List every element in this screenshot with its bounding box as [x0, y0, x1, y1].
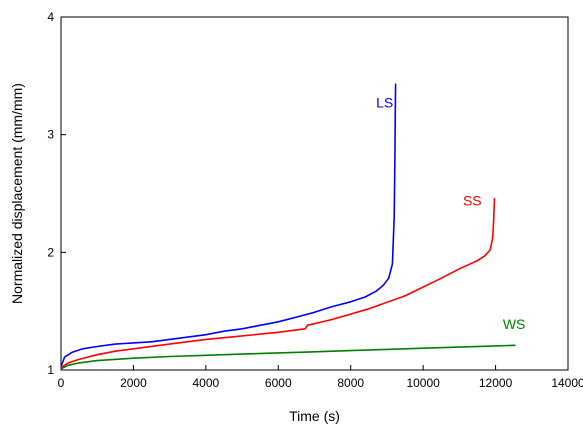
plot-area	[60, 16, 569, 371]
x-axis: 0 2000 4000 6000 8000 10000 12000 14000	[58, 365, 583, 390]
y-axis: 1 2 3 4	[47, 10, 66, 377]
y-tick-label: 3	[47, 128, 54, 142]
series-line-ss	[60, 198, 496, 369]
series-label-ss: SS	[463, 192, 482, 208]
x-tick-label: 14000	[551, 376, 583, 390]
x-tick-label: 6000	[265, 376, 292, 390]
series-label-ws: WS	[503, 316, 526, 332]
series-line-ws	[60, 344, 516, 370]
series-label-ls: LS	[376, 95, 393, 111]
plot-frame	[60, 16, 569, 371]
x-axis-title: Time (s)	[289, 408, 340, 424]
x-tick-label: 12000	[479, 376, 513, 390]
series-layer	[60, 83, 516, 370]
x-tick-label: 4000	[193, 376, 220, 390]
y-tick-label: 2	[47, 245, 54, 259]
x-tick-label: 0	[58, 376, 65, 390]
series-line-ls	[60, 83, 397, 367]
y-tick-label: 4	[47, 10, 54, 24]
x-tick-label: 10000	[406, 376, 440, 390]
annotation-layer: LS SS WS	[376, 95, 525, 332]
y-tick-label: 1	[47, 363, 54, 377]
x-tick-label: 2000	[120, 376, 147, 390]
x-tick-label: 8000	[337, 376, 364, 390]
y-axis-title: Normalized displacement (mm/mm)	[9, 83, 25, 304]
